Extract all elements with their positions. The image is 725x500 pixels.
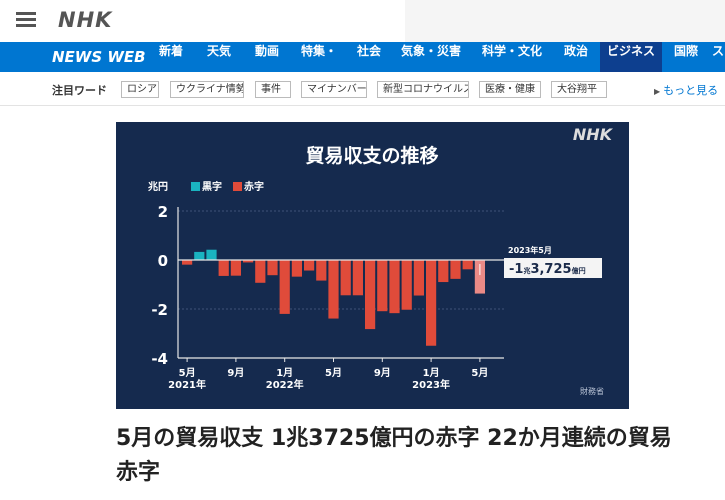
y-tick-label: -2 <box>151 301 168 319</box>
nav-item-new[interactable]: 新着 <box>158 44 183 58</box>
news-web-brand[interactable]: NEWS WEB <box>52 48 146 66</box>
bar <box>426 260 437 346</box>
keyword-tag[interactable]: 医療・健康 <box>479 81 541 98</box>
triangle-right-icon: ▶ <box>654 87 661 96</box>
bar <box>230 260 241 276</box>
keyword-bar: 注目ワード ロシア ウクライナ情勢 事件 マイナンバー 新型コロナウイルス 医療… <box>0 72 725 106</box>
legend-swatch <box>191 182 200 191</box>
bar <box>365 260 376 330</box>
legend-swatch <box>233 182 242 191</box>
legend-label: 黒字 <box>202 180 222 193</box>
main-nav: NEWS WEB 新着 天気 動画 特集・ 社会 気象・災害 科学・文化 政治 … <box>0 42 725 72</box>
bar <box>401 260 412 310</box>
x-tick-label: 1月 <box>276 367 293 379</box>
nav-item-disaster[interactable]: 気象・災害 <box>400 44 461 58</box>
bar <box>316 260 327 281</box>
nav-item-weather[interactable]: 天気 <box>206 44 231 58</box>
y-tick-label: 0 <box>158 252 168 270</box>
keyword-tag[interactable]: ウクライナ情勢 <box>170 81 244 98</box>
x-tick-year-label: 2021年 <box>168 378 206 391</box>
keyword-tag[interactable]: 事件 <box>255 81 291 98</box>
bar <box>279 260 290 314</box>
nav-item-sports[interactable]: ス <box>712 44 725 58</box>
legend-label: 赤字 <box>244 180 264 193</box>
bar-latest <box>474 260 485 294</box>
more-link-label: もっと見る <box>663 84 719 97</box>
keyword-tag[interactable]: マイナンバー <box>301 81 367 98</box>
bar <box>255 260 266 283</box>
bar <box>218 260 229 276</box>
nav-item-politics[interactable]: 政治 <box>563 44 588 58</box>
x-tick-label: 5月 <box>325 367 342 379</box>
keyword-tag[interactable]: 大谷翔平 <box>551 81 607 98</box>
nav-item-science[interactable]: 科学・文化 <box>481 44 542 58</box>
top-bar-right-area <box>405 0 725 42</box>
more-link[interactable]: ▶ もっと見る <box>654 82 718 98</box>
x-tick-label: 5月 <box>179 367 196 379</box>
article-headline: 5月の貿易収支 1兆3725億円の赤字 22か月連続の貿易赤字 <box>116 426 672 485</box>
bar <box>462 260 473 270</box>
bar <box>450 260 461 279</box>
x-tick-label: 5月 <box>471 367 488 379</box>
bar <box>352 260 363 296</box>
hamburger-menu-icon[interactable] <box>16 12 36 28</box>
nav-item-society[interactable]: 社会 <box>356 44 381 58</box>
y-tick-label: 2 <box>158 203 168 221</box>
chart-source: 財務省 <box>580 386 604 396</box>
callout-box <box>504 258 602 278</box>
x-tick-year-label: 2022年 <box>266 378 304 391</box>
bar <box>438 260 449 283</box>
bar <box>194 251 205 260</box>
nav-item-features[interactable]: 特集・ <box>300 44 337 58</box>
nhk-logo[interactable]: NHK <box>58 8 113 32</box>
bar <box>340 260 351 296</box>
bar <box>182 260 193 265</box>
bar <box>377 260 388 312</box>
bar <box>413 260 424 296</box>
nav-item-video[interactable]: 動画 <box>254 44 279 58</box>
chart-logo: NHK <box>573 125 614 144</box>
x-tick-label: 9月 <box>227 367 244 379</box>
x-tick-year-label: 2023年 <box>412 378 450 391</box>
trade-balance-chart: 貿易収支の推移 NHK 兆円 黒字 赤字 2 0 -2 -4 5月 2021年 9月 1月 2022年 5月… <box>116 122 629 409</box>
chart-title: 貿易収支の推移 <box>305 144 438 167</box>
chart-unit-label: 兆円 <box>148 180 168 193</box>
keyword-label: 注目ワード <box>52 84 107 97</box>
nav-item-business[interactable]: ビジネス <box>600 42 662 72</box>
bar <box>243 260 254 263</box>
bar <box>304 260 315 271</box>
x-tick-label: 9月 <box>374 367 391 379</box>
bar <box>389 260 400 314</box>
bar <box>206 249 217 260</box>
keyword-tag[interactable]: 新型コロナウイルス <box>377 81 469 98</box>
bar <box>328 260 339 319</box>
top-bar: NHK <box>0 0 725 42</box>
keyword-tag[interactable]: ロシア <box>121 81 159 98</box>
nav-item-international[interactable]: 国際 <box>673 44 698 58</box>
y-tick-label: -4 <box>151 350 168 368</box>
x-tick-label: 1月 <box>423 367 440 379</box>
bar <box>267 260 278 276</box>
bar <box>291 260 302 277</box>
callout-date-label: 2023年5月 <box>508 245 552 255</box>
callout-value: -1兆3,725億円 <box>509 262 586 277</box>
